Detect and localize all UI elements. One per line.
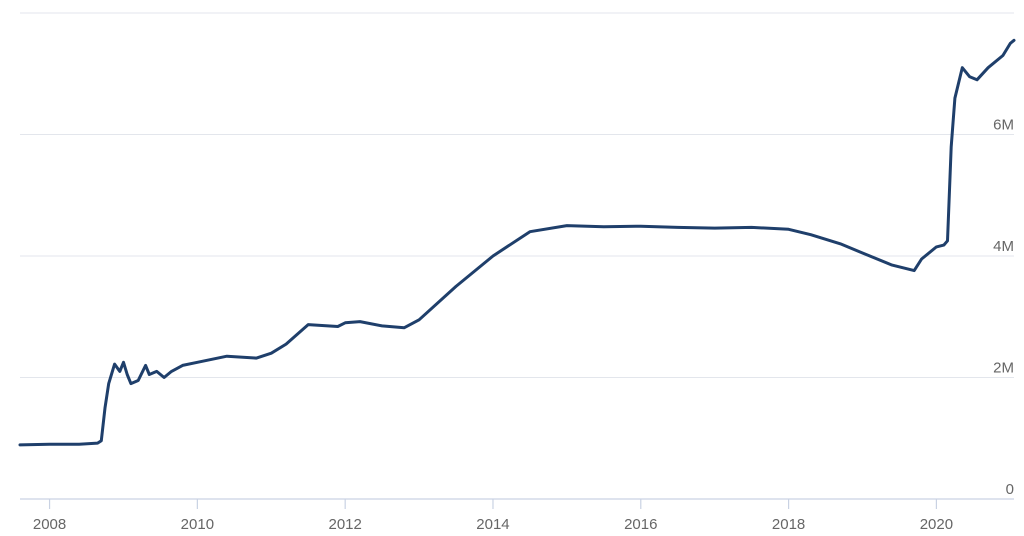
y-tick-label: 6M — [993, 117, 1014, 134]
y-axis-labels: 0 2M 4M 6M — [993, 117, 1014, 499]
x-tick-label: 2012 — [328, 516, 361, 533]
series-group — [18, 38, 1016, 447]
x-tick-label: 2018 — [772, 516, 805, 533]
y-tick-label: 4M — [993, 238, 1014, 255]
x-tick-label: 2020 — [920, 516, 953, 533]
y-tick-label: 2M — [993, 360, 1014, 377]
gridlines — [20, 12, 1014, 378]
series-line — [18, 38, 1016, 447]
y-tick-label: 0 — [1006, 481, 1014, 498]
x-tick-label: 2016 — [624, 516, 657, 533]
x-axis: 2008 2010 2012 2014 2016 2018 2020 — [20, 498, 1014, 533]
x-tick-label: 2014 — [476, 516, 509, 533]
x-tick-label: 2010 — [181, 516, 214, 533]
x-tick-label: 2008 — [33, 516, 66, 533]
